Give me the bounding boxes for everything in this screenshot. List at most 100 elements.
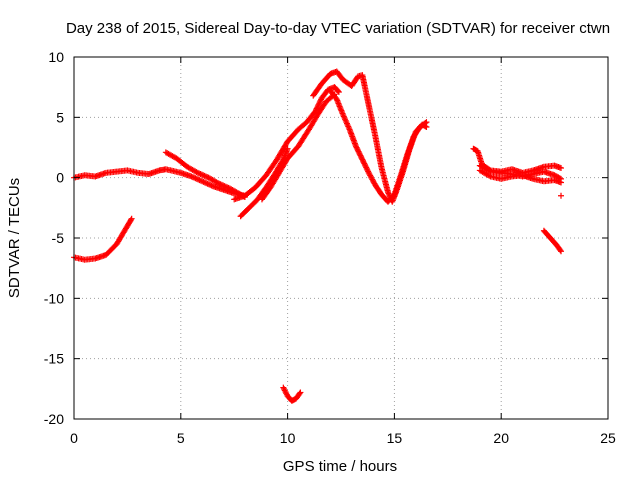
data-point	[558, 175, 565, 182]
data-point	[225, 184, 232, 191]
data-point	[200, 172, 207, 179]
data-point	[360, 159, 367, 166]
data-point	[361, 160, 368, 167]
series-arc-01	[71, 166, 248, 199]
series-arc-13	[558, 192, 565, 199]
data-point	[191, 174, 198, 181]
y-tick-label: -10	[44, 290, 64, 306]
data-point	[316, 100, 323, 107]
data-point	[201, 179, 208, 186]
data-point	[356, 149, 363, 156]
data-point	[214, 179, 221, 186]
data-point	[221, 183, 228, 190]
data-points	[71, 68, 565, 404]
data-point	[423, 119, 430, 126]
data-point	[361, 161, 368, 168]
data-point	[222, 183, 229, 190]
data-point	[363, 164, 370, 171]
data-point	[556, 175, 563, 182]
data-point	[385, 190, 392, 197]
data-point	[202, 173, 209, 180]
data-point	[384, 189, 391, 196]
y-tick-label: -5	[52, 230, 65, 246]
y-tick-label: -20	[44, 411, 64, 427]
series-arc-09	[280, 384, 304, 404]
x-tick-label: 15	[387, 430, 403, 446]
data-point	[558, 165, 565, 172]
data-point	[193, 175, 200, 182]
data-point	[203, 180, 210, 187]
data-point	[335, 88, 342, 95]
data-point	[362, 163, 369, 170]
data-point	[356, 151, 363, 158]
y-tick-label: 0	[56, 170, 64, 186]
data-point	[208, 182, 215, 189]
data-point	[313, 105, 320, 112]
y-tick-label: 10	[48, 49, 64, 65]
data-point	[217, 181, 224, 188]
data-point	[197, 171, 204, 178]
data-point	[296, 390, 303, 397]
data-point	[486, 167, 493, 174]
data-point	[201, 172, 208, 179]
x-tick-label: 5	[177, 430, 185, 446]
data-point	[557, 247, 564, 254]
y-axis-label: SDTVAR / TECUs	[6, 178, 23, 298]
data-point	[297, 389, 304, 396]
data-point	[128, 215, 135, 222]
data-point	[315, 101, 322, 108]
data-point	[316, 99, 323, 106]
data-point	[422, 119, 429, 126]
data-point	[354, 147, 361, 154]
data-point	[558, 192, 565, 199]
series-arc-03	[162, 149, 248, 200]
data-point	[188, 173, 195, 180]
data-point	[352, 143, 359, 150]
data-point	[205, 181, 212, 188]
series-arc-05	[231, 84, 342, 203]
series-arc-14	[540, 227, 565, 255]
data-point	[192, 175, 199, 182]
data-point	[218, 181, 225, 188]
data-point	[364, 167, 371, 174]
data-point	[204, 174, 211, 181]
data-point	[354, 145, 361, 152]
data-point	[355, 148, 362, 155]
data-point	[207, 181, 214, 188]
data-point	[224, 184, 231, 191]
data-point	[558, 248, 565, 255]
data-point	[365, 168, 372, 175]
data-point	[127, 216, 134, 223]
data-point	[220, 182, 227, 189]
data-point	[200, 178, 207, 185]
data-point	[358, 153, 365, 160]
data-point	[314, 104, 321, 111]
x-tick-label: 10	[280, 430, 296, 446]
data-point	[314, 102, 321, 109]
data-point	[197, 177, 204, 184]
data-point	[335, 88, 342, 95]
chart-title: Day 238 of 2015, Sidereal Day-to-day VTE…	[66, 20, 610, 37]
data-point	[357, 152, 364, 159]
x-tick-label: 20	[493, 430, 509, 446]
data-point	[199, 178, 206, 185]
series-arc-08	[327, 87, 430, 205]
data-point	[317, 97, 324, 104]
data-point	[196, 170, 203, 177]
data-point	[358, 155, 365, 162]
series-arc-06	[258, 91, 338, 203]
data-point	[193, 169, 200, 176]
data-point	[198, 171, 205, 178]
x-axis-label: GPS time / hours	[283, 458, 397, 475]
y-tick-label: -15	[44, 351, 64, 367]
x-tick-label: 25	[600, 430, 616, 446]
data-point	[196, 177, 203, 184]
series-arc-02	[71, 215, 135, 263]
axis-ticks: 0 5 10 15 20 25 -20 -15 -10 -5 0 5 10	[44, 49, 616, 446]
data-point	[216, 180, 223, 187]
data-point	[194, 169, 201, 176]
data-point	[204, 180, 211, 187]
data-point	[195, 176, 202, 183]
